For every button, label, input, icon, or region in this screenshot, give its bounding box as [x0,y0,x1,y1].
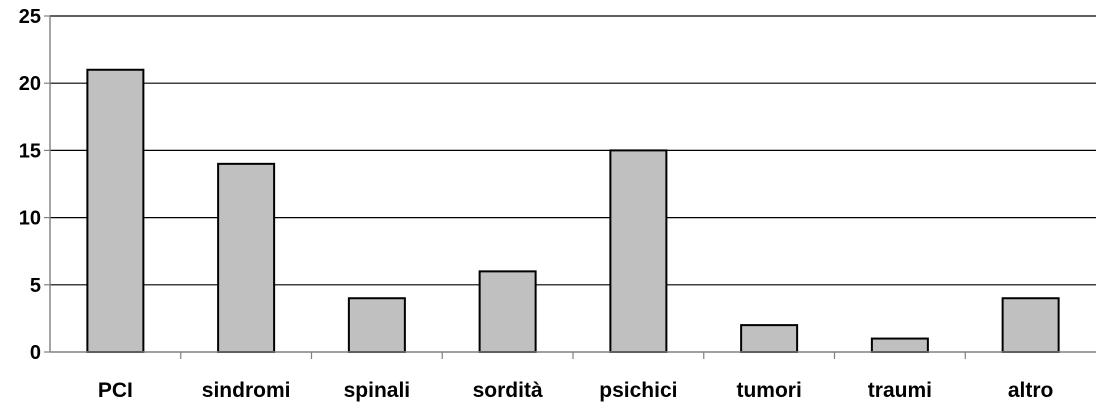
gridlines [50,15,1096,286]
bar-1 [217,162,276,353]
bar-2 [347,297,406,353]
x-category-label: traumi [868,379,932,402]
x-category-label: spinali [344,379,411,402]
bar-0 [86,68,145,353]
bar-7 [1001,297,1060,353]
x-category-label: sordità [473,379,543,402]
y-tick-label: 5 [30,275,41,297]
x-category-label: altro [1008,379,1054,402]
axes [44,15,1096,359]
bar-6 [870,337,929,353]
bar-4 [609,149,668,353]
y-tick-label: 0 [30,342,41,364]
bar-5 [740,324,799,353]
x-category-label: tumori [736,379,801,402]
bar-3 [478,270,537,353]
y-tick-label: 25 [19,6,41,28]
x-category-label: psichici [599,379,677,402]
labels: 0 5 10 15 20 25 PCI sindromi spinali sordità psich… [19,6,1054,402]
x-category-label: PCI [98,379,133,402]
bars [86,68,1060,353]
y-tick-label: 10 [19,208,41,230]
y-tick-label: 15 [19,140,41,162]
x-category-label: sindromi [202,379,291,402]
y-tick-label: 20 [19,73,41,95]
